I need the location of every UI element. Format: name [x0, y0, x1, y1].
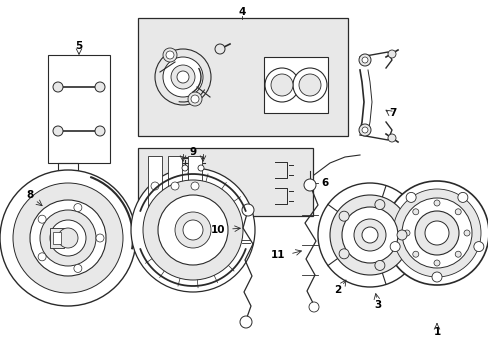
Circle shape — [424, 221, 448, 245]
Bar — [138, 148, 312, 216]
Circle shape — [433, 200, 439, 206]
Circle shape — [412, 251, 418, 257]
Circle shape — [155, 49, 210, 105]
Circle shape — [151, 182, 159, 190]
Circle shape — [131, 168, 254, 292]
Circle shape — [74, 265, 81, 273]
Circle shape — [361, 227, 377, 243]
Circle shape — [401, 198, 471, 268]
Circle shape — [40, 210, 96, 266]
Circle shape — [433, 260, 439, 266]
Circle shape — [163, 48, 177, 62]
Circle shape — [0, 170, 136, 306]
Circle shape — [431, 272, 441, 282]
FancyBboxPatch shape — [187, 156, 202, 208]
Circle shape — [171, 182, 179, 190]
Circle shape — [358, 124, 370, 136]
Circle shape — [389, 242, 399, 252]
Circle shape — [38, 215, 46, 223]
Circle shape — [361, 127, 367, 133]
Circle shape — [412, 209, 418, 215]
Bar — [138, 18, 347, 136]
Circle shape — [191, 95, 199, 103]
Circle shape — [183, 220, 203, 240]
Circle shape — [473, 242, 483, 252]
Circle shape — [358, 54, 370, 66]
Circle shape — [317, 183, 421, 287]
FancyBboxPatch shape — [148, 156, 162, 208]
Text: 11: 11 — [270, 250, 285, 260]
Text: 9: 9 — [189, 147, 196, 157]
Circle shape — [198, 165, 203, 171]
Circle shape — [463, 230, 469, 236]
Circle shape — [454, 251, 460, 257]
Circle shape — [341, 207, 397, 263]
Circle shape — [58, 228, 78, 248]
Circle shape — [374, 199, 384, 210]
Circle shape — [457, 192, 467, 202]
Circle shape — [142, 180, 243, 280]
Circle shape — [406, 192, 415, 202]
Text: 1: 1 — [432, 327, 440, 337]
Circle shape — [95, 82, 105, 92]
Bar — [264, 57, 327, 113]
Circle shape — [95, 126, 105, 136]
Circle shape — [74, 203, 81, 212]
Text: 7: 7 — [388, 108, 396, 118]
Circle shape — [392, 189, 480, 277]
Circle shape — [338, 211, 348, 221]
Circle shape — [182, 165, 187, 171]
Text: 3: 3 — [374, 300, 381, 310]
Circle shape — [53, 82, 63, 92]
Bar — [50, 228, 64, 248]
Circle shape — [384, 181, 488, 285]
Circle shape — [270, 74, 292, 96]
Circle shape — [374, 260, 384, 270]
FancyBboxPatch shape — [168, 156, 182, 208]
Text: 5: 5 — [75, 41, 82, 51]
Text: 10: 10 — [210, 225, 224, 235]
Circle shape — [171, 65, 195, 89]
Circle shape — [387, 134, 395, 142]
Circle shape — [165, 51, 174, 59]
Circle shape — [264, 68, 298, 102]
Circle shape — [396, 230, 406, 240]
Circle shape — [242, 204, 253, 216]
Circle shape — [292, 68, 326, 102]
Circle shape — [38, 253, 46, 261]
Text: 6: 6 — [321, 178, 328, 188]
Circle shape — [304, 179, 315, 191]
Circle shape — [240, 316, 251, 328]
Circle shape — [329, 195, 409, 275]
Circle shape — [215, 44, 224, 54]
Circle shape — [387, 50, 395, 58]
Circle shape — [187, 92, 202, 106]
Circle shape — [175, 212, 210, 248]
Circle shape — [158, 195, 227, 265]
Circle shape — [414, 211, 458, 255]
Bar — [53, 232, 61, 244]
Circle shape — [30, 200, 106, 276]
Circle shape — [308, 302, 318, 312]
Circle shape — [353, 219, 385, 251]
Circle shape — [177, 71, 189, 83]
Text: 2: 2 — [334, 285, 341, 295]
Circle shape — [298, 74, 320, 96]
Circle shape — [96, 234, 104, 242]
Circle shape — [361, 57, 367, 63]
Circle shape — [191, 182, 199, 190]
Circle shape — [403, 230, 409, 236]
Circle shape — [163, 57, 203, 97]
Circle shape — [50, 220, 86, 256]
Bar — [48, 55, 110, 163]
Text: 8: 8 — [26, 190, 34, 200]
Circle shape — [454, 209, 460, 215]
Circle shape — [338, 249, 348, 259]
Circle shape — [13, 183, 123, 293]
Circle shape — [53, 126, 63, 136]
Text: 4: 4 — [238, 7, 245, 17]
